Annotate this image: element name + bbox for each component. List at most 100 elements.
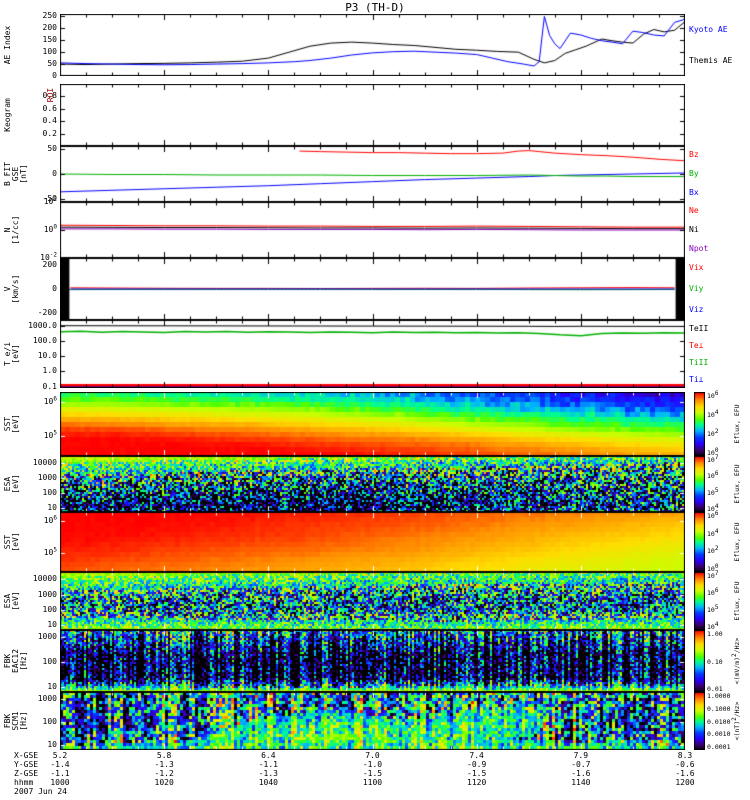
ytick-density: 102	[43, 195, 57, 206]
panel-esa-electrons-canvas	[60, 572, 685, 630]
panel-esa-ions-canvas	[60, 456, 685, 512]
axis-row-label-hhmm: hhmm	[14, 778, 34, 787]
ytick-ae-index: 100	[42, 47, 57, 57]
panel-keogram-canvas	[60, 84, 685, 146]
ytick-velocity: -200	[37, 307, 57, 317]
ytick-ae-index: 200	[42, 23, 57, 33]
series-label-ni: Ni	[689, 225, 699, 234]
colorbar-tick: 102	[707, 427, 719, 438]
panel-density-canvas	[60, 202, 685, 258]
ytick-esa-ions: 10	[47, 502, 57, 512]
axis-tick-value: -0.6	[675, 760, 695, 769]
series-label-te-: Te⊥	[689, 340, 704, 350]
ytick-keogram: 0.4	[42, 116, 57, 126]
axis-tick-value: 7.4	[469, 751, 484, 760]
colorbar-fbk-scm1	[694, 692, 705, 750]
axis-tick-value: 1120	[467, 778, 487, 787]
ytick-temperature: 10.0	[37, 351, 57, 361]
colorbar-tick: 104	[707, 620, 719, 631]
colorbar-unit: Eflux, EFU	[733, 522, 741, 562]
colorbar-tick: 100	[707, 562, 719, 573]
colorbar-tick: 0.0100	[707, 717, 731, 726]
colorbar-tick: 102	[707, 545, 719, 556]
ytick-keogram: 0.8	[42, 91, 57, 101]
axis-tick-value: -1.0	[362, 760, 383, 769]
colorbar-tick: 104	[707, 502, 719, 513]
panel-fbk-eac12-canvas	[60, 630, 685, 692]
ytick-b-fit-gse: 0	[52, 169, 57, 178]
axis-tick-value: -1.5	[362, 769, 383, 778]
ytick-density: 100	[43, 223, 57, 234]
colorbar-sst-electrons	[694, 512, 705, 572]
axis-tick-value: -1.1	[258, 760, 278, 769]
ytick-sst-ions: 105	[43, 429, 57, 440]
ytick-fbk-eac12: 100	[42, 656, 57, 666]
panel-sst-electrons-canvas	[60, 512, 685, 572]
colorbar-tick: 107	[707, 569, 719, 580]
ytick-esa-electrons: 100	[42, 605, 57, 615]
axis-tick-value: -1.1	[50, 769, 70, 778]
series-label-teii: TeII	[689, 323, 709, 333]
ytick-keogram: 0.6	[42, 103, 57, 113]
colorbar-unit: Eflux, EFU	[733, 404, 741, 444]
panel-temperature-canvas	[60, 320, 685, 388]
series-label-themis-ae: Themis AE	[689, 55, 733, 65]
ylabel-keogram: Keogram	[3, 98, 12, 132]
ytick-ae-index: 50	[47, 59, 57, 69]
ytick-esa-ions: 10000	[32, 458, 57, 468]
ytick-sst-electrons: 105	[43, 546, 57, 558]
axis-tick-value: -1.3	[258, 769, 278, 778]
colorbar-unit: Eflux, EFU	[733, 581, 741, 621]
ytick-temperature: 100.0	[32, 336, 57, 346]
colorbar-tick: 1.0000	[707, 692, 731, 700]
ytick-sst-ions: 106	[43, 395, 57, 407]
axis-row-label-y-gse: Y-GSE	[14, 760, 39, 769]
panel-b-fit-gse-canvas	[60, 146, 685, 202]
ytick-esa-electrons: 10000	[32, 574, 57, 584]
colorbar-unit: Eflux, EFU	[733, 464, 741, 504]
colorbar-tick: 1.00	[707, 630, 723, 638]
axis-tick-value: 1020	[154, 778, 174, 787]
ytick-fbk-eac12: 10	[47, 681, 57, 691]
colorbar-tick: 0.10	[707, 657, 723, 666]
axis-tick-value: 5.8	[156, 751, 172, 760]
colorbar-tick: 0.1000	[707, 704, 731, 713]
axis-tick-value: 1000	[50, 778, 70, 787]
colorbar-tick: 107	[707, 453, 719, 464]
axis-tick-value: -1.2	[154, 769, 174, 778]
colorbar-tick: 100	[707, 446, 719, 457]
colorbar-tick: 104	[707, 408, 719, 419]
panel-velocity-canvas	[60, 258, 685, 320]
colorbar-tick: 104	[707, 527, 719, 538]
ytick-velocity: 200	[42, 260, 57, 270]
axis-tick-value: -1.4	[50, 760, 70, 769]
colorbar-tick: 0.01	[707, 685, 723, 693]
axis-tick-value: 5.2	[52, 751, 68, 760]
colorbar-esa-electrons	[694, 572, 705, 630]
ytick-keogram: 0.2	[42, 128, 57, 138]
series-label-viz: Viz	[689, 304, 704, 314]
axis-tick-value: 7.9	[573, 751, 589, 760]
ytick-fbk-scm1: 10	[47, 739, 57, 749]
axis-tick-value: 1040	[258, 778, 278, 787]
ytick-esa-ions: 100	[42, 487, 57, 497]
ytick-b-fit-gse: 50	[47, 143, 57, 153]
ytick-sst-electrons: 106	[43, 514, 57, 526]
colorbar-tick: 0.0001	[707, 743, 731, 751]
date-label: 2007 Jun 24	[14, 787, 67, 796]
axis-tick-value: -1.3	[154, 760, 174, 769]
axis-tick-value: -1.6	[571, 769, 591, 778]
series-label-tiii: TiII	[689, 357, 709, 367]
ytick-ae-index: 0	[52, 71, 57, 80]
colorbar-tick: 105	[707, 486, 719, 497]
colorbar-sst-ions	[694, 392, 705, 456]
ytick-esa-electrons: 10	[47, 620, 57, 630]
series-label-bz: Bz	[689, 150, 699, 160]
series-label-npot: Npot	[689, 243, 709, 253]
colorbar-unit: <(nT)2/Hz>	[730, 701, 741, 741]
colorbar-tick: 106	[707, 509, 719, 520]
axis-tick-value: 7.0	[365, 751, 380, 760]
plot-title: P3 (TH-D)	[345, 1, 405, 14]
axis-tick-value: 8.3	[677, 751, 693, 760]
panel-sst-ions-canvas	[60, 392, 685, 456]
